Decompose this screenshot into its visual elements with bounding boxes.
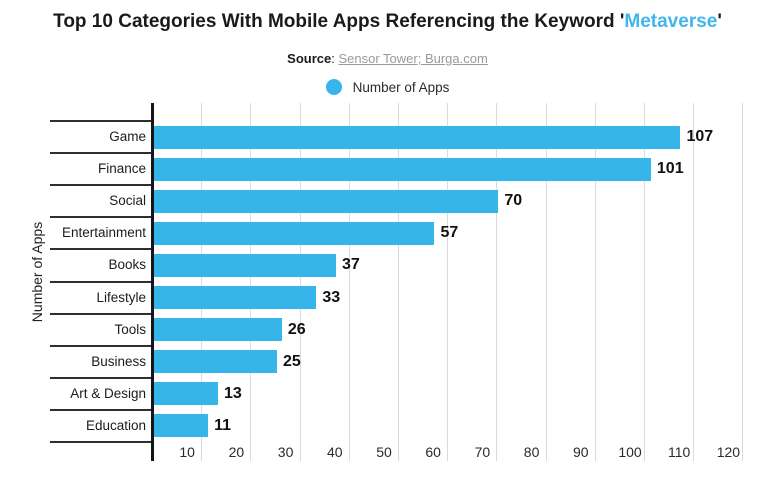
category-label: Art & Design — [70, 385, 146, 401]
x-tick-label: 70 — [474, 444, 491, 460]
category-label: Books — [108, 257, 146, 273]
value-label: 25 — [283, 352, 301, 370]
bar[interactable] — [154, 189, 499, 213]
x-tick-label: 10 — [179, 444, 195, 460]
y-axis-line — [151, 103, 154, 461]
row-separator — [50, 152, 154, 155]
x-gridline — [201, 103, 203, 461]
row-separator — [50, 216, 154, 219]
value-label: 70 — [504, 192, 523, 210]
category-label: Finance — [97, 161, 146, 177]
bar[interactable] — [154, 125, 681, 149]
legend-label: Number of Apps — [352, 79, 450, 95]
category-label: Entertainment — [61, 225, 146, 241]
value-label: 37 — [342, 256, 360, 274]
x-tick-label: 120 — [716, 444, 741, 460]
x-gridline — [644, 103, 645, 461]
x-tick-label: 80 — [523, 444, 540, 460]
source-label: Source — [287, 51, 332, 66]
row-separator — [50, 184, 154, 187]
x-tick-label: 40 — [327, 444, 343, 460]
bar[interactable] — [154, 221, 435, 245]
x-gridline — [742, 103, 744, 461]
x-gridline — [496, 103, 498, 461]
value-label: 57 — [440, 224, 459, 242]
bar[interactable] — [154, 286, 317, 310]
legend-circle-icon — [325, 79, 342, 95]
bar[interactable] — [154, 414, 209, 438]
category-label: Social — [109, 193, 146, 209]
x-tick-label: 50 — [376, 444, 392, 460]
value-label: 33 — [322, 288, 341, 306]
x-gridline — [693, 103, 695, 461]
value-label: 11 — [214, 416, 232, 434]
row-separator — [50, 120, 154, 122]
x-gridline — [545, 103, 547, 461]
row-separator — [50, 280, 154, 283]
row-separator — [50, 344, 154, 347]
row-separator — [50, 441, 154, 443]
x-gridline — [250, 103, 252, 461]
x-gridline — [447, 103, 449, 461]
x-gridline — [348, 103, 350, 461]
title-prefix: Top 10 Categories With Mobile Apps Refer… — [53, 11, 625, 32]
bar[interactable] — [154, 350, 277, 374]
row-separator — [50, 248, 154, 251]
x-tick-label: 60 — [425, 444, 441, 460]
category-label: Education — [85, 417, 146, 433]
row-separator — [50, 408, 154, 411]
bar[interactable] — [154, 318, 282, 342]
source-link[interactable]: Sensor Tower; Burga.com — [338, 51, 488, 66]
x-tick-label: 30 — [277, 444, 294, 460]
category-label: Game — [109, 129, 146, 145]
title-suffix: ' — [717, 11, 722, 32]
title-highlight-keyword: Metaverse — [624, 11, 718, 32]
category-label: Lifestyle — [96, 289, 146, 305]
x-tick-label: 20 — [228, 444, 245, 460]
source-colon: : — [331, 51, 339, 66]
category-label: Business — [91, 353, 146, 369]
x-tick-label: 90 — [573, 444, 589, 460]
bar[interactable] — [154, 157, 651, 181]
bar[interactable] — [154, 382, 218, 406]
bar[interactable] — [154, 253, 337, 277]
value-label: 101 — [656, 160, 684, 178]
legend-item[interactable]: Number of Apps — [0, 79, 775, 95]
x-tick-label: 100 — [618, 444, 642, 460]
value-label: 26 — [287, 320, 306, 338]
category-label: Tools — [114, 321, 146, 337]
chart-title: Top 10 Categories With Mobile Apps Refer… — [0, 11, 775, 33]
x-gridline — [299, 103, 301, 461]
x-tick-label: 110 — [668, 444, 691, 460]
row-separator — [50, 312, 154, 315]
row-separator — [50, 376, 154, 379]
source-line: Source: Sensor Tower; Burga.com — [0, 51, 775, 66]
x-gridline — [398, 103, 399, 461]
x-gridline — [594, 103, 596, 461]
value-label: 13 — [223, 384, 242, 402]
value-label: 107 — [686, 128, 714, 146]
